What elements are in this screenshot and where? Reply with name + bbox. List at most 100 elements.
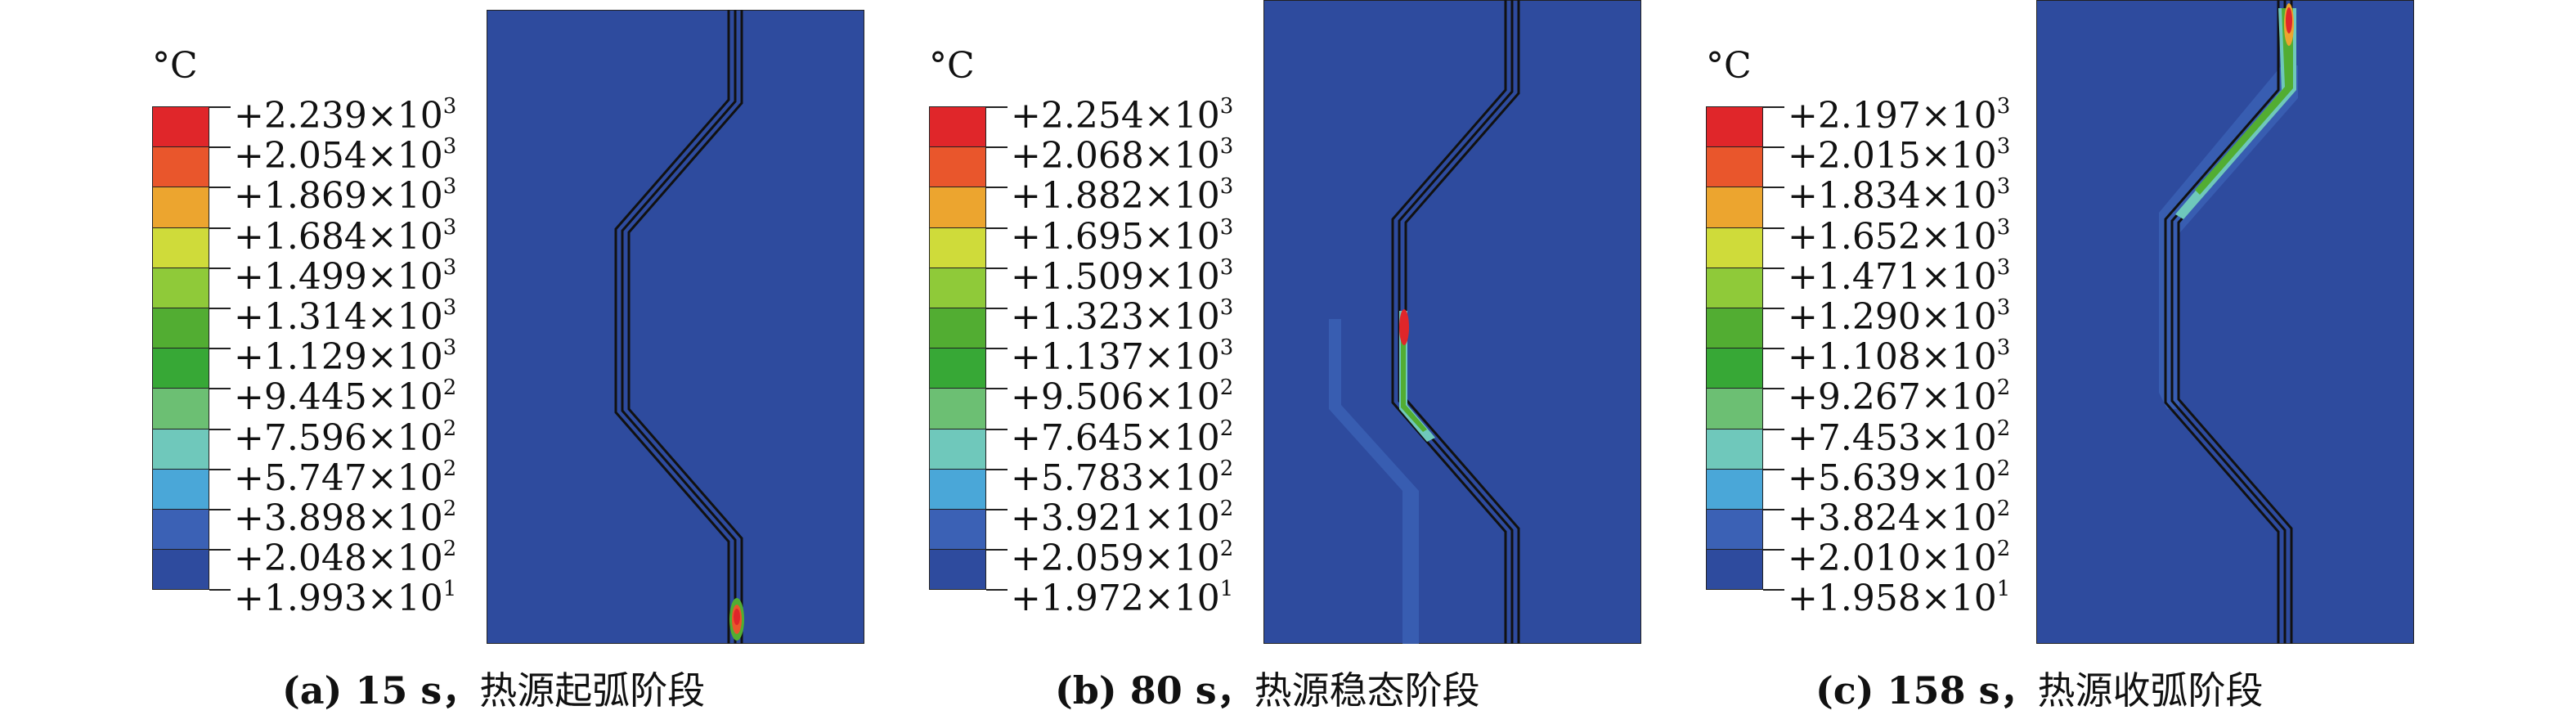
- legend-tick: [209, 428, 231, 430]
- legend-label: +7.596×102: [234, 416, 457, 459]
- legend-label: +3.824×102: [1788, 497, 2011, 539]
- legend-swatch: [929, 468, 986, 510]
- legend-label: +1.108×103: [1788, 335, 2011, 379]
- legend-tick: [986, 468, 1008, 470]
- legend-swatch: [152, 227, 209, 268]
- legend-tick: [209, 227, 231, 229]
- legend-tick: [986, 428, 1008, 430]
- legend-tick: [209, 146, 231, 149]
- caption-text: 热源稳态阶段: [1254, 668, 1480, 713]
- legend-label: +7.453×102: [1788, 416, 2011, 459]
- legend-label: +1.972×101: [1011, 577, 1234, 620]
- legend-swatch: [1706, 509, 1763, 551]
- legend-tick: [209, 106, 231, 108]
- legend-label: +1.834×103: [1788, 174, 2011, 218]
- legend-label: +2.059×102: [1011, 537, 1234, 580]
- legend-tick: [209, 388, 231, 390]
- legend-swatch: [152, 348, 209, 389]
- legend-swatch: [1706, 428, 1763, 470]
- legend-tick: [1763, 146, 1784, 149]
- legend-label: +9.445×102: [234, 375, 457, 419]
- legend-tick: [1763, 509, 1784, 510]
- legend-label: +2.068×103: [1011, 134, 1234, 178]
- legend-swatch: [152, 106, 209, 148]
- legend-tick: [1763, 267, 1784, 269]
- legend-swatch: [1706, 146, 1763, 188]
- legend-swatch: [152, 428, 209, 470]
- legend-label: +9.267×102: [1788, 375, 2011, 419]
- legend-label: +2.254×103: [1011, 94, 1234, 137]
- legend-swatch: [1706, 187, 1763, 228]
- legend-label: +1.993×101: [234, 577, 457, 620]
- legend-swatch: [929, 106, 986, 148]
- caption-a: (a) 15 s，热源起弧阶段: [282, 661, 705, 715]
- legend-swatch: [152, 388, 209, 429]
- legend-tick: [1763, 428, 1784, 430]
- legend-tick: [209, 308, 231, 309]
- legend-tick: [1763, 348, 1784, 350]
- unit-label: °C: [152, 45, 198, 87]
- legend-swatch: [929, 549, 986, 591]
- legend-tick: [209, 348, 231, 350]
- legend-swatch: [1706, 388, 1763, 429]
- legend-tick: [1763, 308, 1784, 309]
- legend-tick: [986, 227, 1008, 229]
- caption-bold: (c) 158 s，: [1815, 668, 2038, 713]
- legend-label: +2.048×102: [234, 537, 457, 580]
- legend-tick: [986, 589, 1008, 591]
- temperature-field-plot: [2036, 0, 2414, 644]
- legend-label: +2.015×103: [1788, 134, 2011, 178]
- legend-label: +1.695×103: [1011, 214, 1234, 258]
- legend-label: +1.958×101: [1788, 577, 2011, 620]
- legend-tick: [986, 187, 1008, 189]
- legend-swatch: [929, 267, 986, 308]
- legend-label: +2.010×102: [1788, 537, 2011, 580]
- caption-b: (b) 80 s，热源稳态阶段: [1055, 661, 1480, 715]
- legend-label: +7.645×102: [1011, 416, 1234, 459]
- legend-label: +1.290×103: [1788, 295, 2011, 338]
- legend-tick: [209, 187, 231, 189]
- legend-swatch: [929, 388, 986, 429]
- legend-swatch: [1706, 106, 1763, 148]
- legend-label: +1.323×103: [1011, 295, 1234, 338]
- legend-label: +3.921×102: [1011, 497, 1234, 539]
- legend-tick: [986, 509, 1008, 510]
- legend-tick: [1763, 388, 1784, 390]
- legend-swatch: [1706, 348, 1763, 389]
- legend-label: +5.639×102: [1788, 456, 2011, 499]
- caption-bold: (b) 80 s，: [1055, 668, 1254, 713]
- legend-tick: [209, 468, 231, 470]
- legend-tick: [209, 267, 231, 269]
- legend-swatch: [1706, 227, 1763, 268]
- legend-label: +2.054×103: [234, 134, 457, 178]
- legend-tick: [1763, 549, 1784, 551]
- caption-c: (c) 158 s，热源收弧阶段: [1815, 661, 2264, 715]
- legend-tick: [1763, 227, 1784, 229]
- panel-b: °C +2.254×103 +2.068×103 +1.882×103 +1.695×…: [777, 0, 1641, 715]
- legend-label: +1.499×103: [234, 254, 457, 298]
- legend-tick: [986, 308, 1008, 309]
- legend-swatch: [1706, 267, 1763, 308]
- legend-label: +1.137×103: [1011, 335, 1234, 379]
- legend-swatch: [929, 187, 986, 228]
- legend-swatch: [929, 428, 986, 470]
- legend-label: +1.684×103: [234, 214, 457, 258]
- panel-a: °C +2.239×103 +2.054×103 +1.869×103 +1.684×…: [0, 0, 864, 715]
- legend-tick: [209, 589, 231, 591]
- legend-swatch: [152, 509, 209, 551]
- legend-tick: [209, 509, 231, 510]
- temperature-field-plot: [487, 10, 864, 644]
- legend-label: +3.898×102: [234, 497, 457, 539]
- legend-swatch: [152, 308, 209, 349]
- legend-tick: [986, 549, 1008, 551]
- panel-c: °C +2.197×103 +2.015×103 +1.834×103 +1.652×…: [1554, 0, 2414, 715]
- legend-tick: [1763, 468, 1784, 470]
- legend-swatch: [1706, 308, 1763, 349]
- legend-label: +2.239×103: [234, 94, 457, 137]
- legend-tick: [1763, 589, 1784, 591]
- legend-swatch: [152, 187, 209, 228]
- caption-bold: (a) 15 s，: [282, 668, 480, 713]
- legend-swatch: [929, 308, 986, 349]
- legend-label: +1.129×103: [234, 335, 457, 379]
- legend-tick: [986, 106, 1008, 108]
